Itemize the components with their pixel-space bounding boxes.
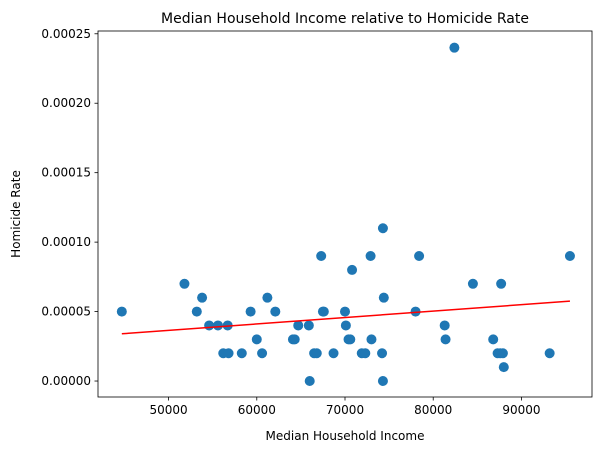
data-point: [498, 362, 509, 373]
y-tick-label: 0.00005: [41, 305, 91, 319]
data-point: [236, 348, 247, 359]
data-point: [328, 348, 339, 359]
data-point: [289, 334, 300, 345]
y-tick-label: 0.00025: [41, 27, 91, 41]
x-tick-label: 70000: [326, 403, 364, 417]
data-point: [564, 251, 575, 262]
data-point: [293, 320, 304, 331]
x-tick-label: 50000: [149, 403, 187, 417]
x-axis-title: Median Household Income: [266, 429, 425, 443]
data-point: [212, 320, 223, 331]
data-point: [467, 278, 478, 289]
y-tick-label: 0.00015: [41, 166, 91, 180]
axes: 50000 60000 70000 80000 90000 0.00000 0.00005 0…: [41, 27, 593, 417]
data-point: [414, 251, 425, 262]
data-point: [304, 376, 315, 387]
data-point: [378, 292, 389, 303]
data-point: [340, 320, 351, 331]
data-point: [488, 334, 499, 345]
data-point: [377, 348, 388, 359]
data-point: [251, 334, 262, 345]
x-tick-label: 90000: [502, 403, 540, 417]
data-point: [318, 306, 329, 317]
data-point: [311, 348, 322, 359]
chart-title: Median Household Income relative to Homi…: [161, 11, 529, 27]
data-point: [197, 292, 208, 303]
data-point: [345, 334, 356, 345]
data-point: [365, 251, 376, 262]
trend-line: [121, 300, 571, 335]
plot-area: [116, 42, 575, 387]
x-tick-label: 80000: [414, 403, 452, 417]
data-point: [439, 320, 450, 331]
data-point: [347, 264, 358, 275]
data-point: [449, 42, 460, 53]
y-tick-label: 0.00010: [41, 235, 91, 249]
data-point: [116, 306, 127, 317]
data-point: [223, 348, 234, 359]
data-point: [316, 251, 327, 262]
data-point: [377, 223, 388, 234]
data-point: [366, 334, 377, 345]
y-tick-label: 0.00020: [41, 96, 91, 110]
y-tick-label: 0.00000: [41, 374, 91, 388]
data-point: [496, 278, 507, 289]
data-point: [440, 334, 451, 345]
data-point: [497, 348, 508, 359]
data-point: [544, 348, 555, 359]
data-point: [179, 278, 190, 289]
data-point: [257, 348, 268, 359]
data-point: [303, 320, 314, 331]
data-point: [262, 292, 273, 303]
y-axis-title: Homicide Rate: [9, 170, 23, 258]
data-point: [204, 320, 215, 331]
data-point: [340, 306, 350, 317]
data-point: [377, 376, 388, 387]
data-point: [270, 306, 281, 317]
data-point: [191, 306, 202, 317]
x-tick-label: 60000: [238, 403, 276, 417]
data-point: [410, 306, 421, 317]
data-point: [245, 306, 256, 317]
data-point: [360, 348, 371, 359]
